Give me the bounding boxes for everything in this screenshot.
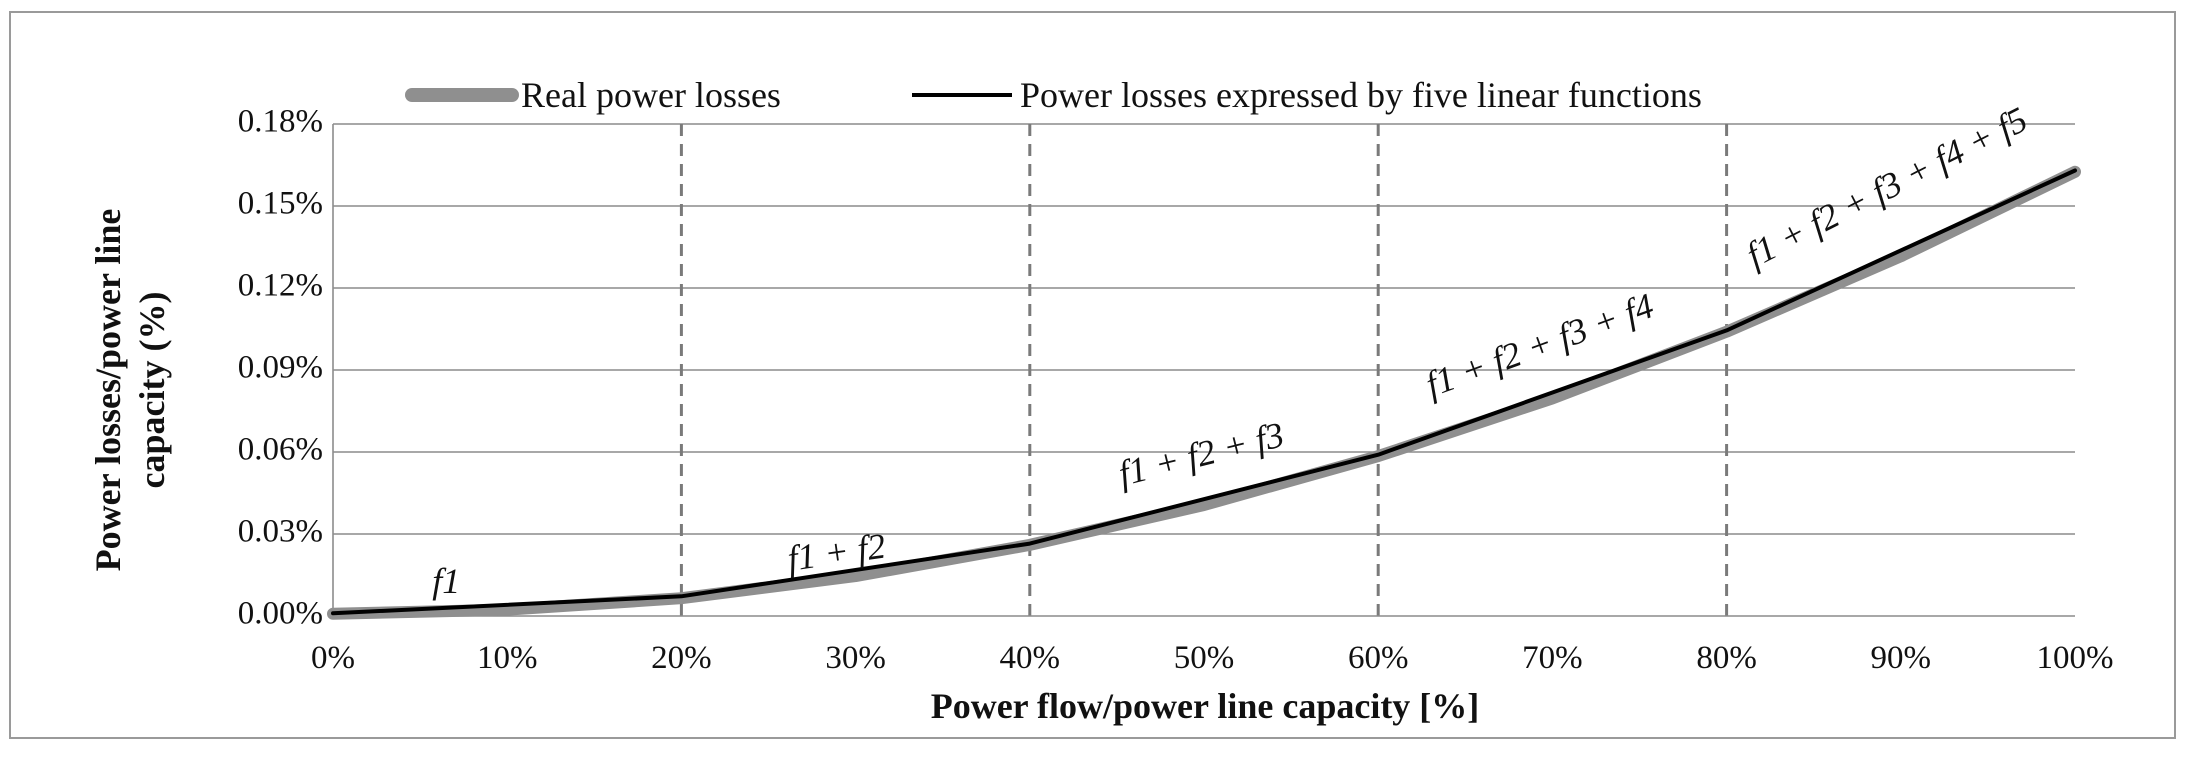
y-tick-label: 0.18% [238, 104, 323, 140]
x-tick-label: 100% [2037, 640, 2114, 676]
chart-frame [9, 11, 2176, 739]
series-lines [327, 165, 2081, 620]
x-tick-label: 20% [651, 640, 712, 676]
x-tick-label: 70% [1522, 640, 1583, 676]
x-tick-label: 40% [1000, 640, 1061, 676]
series-linear-functions [331, 168, 2077, 616]
y-tick-label: 0.09% [238, 350, 323, 386]
legend: Real power losses Power losses expressed… [405, 75, 1702, 115]
axes: 0.00% 0.03% 0.06% 0.09% 0.12% 0.15% 0.18% 0% 10%… [238, 104, 2114, 676]
y-tick-label: 0.12% [238, 268, 323, 304]
function-annotation: f1 [432, 561, 460, 601]
y-axis-label-line-1: Power losses/power line [88, 209, 128, 572]
x-tick-label: 50% [1174, 640, 1235, 676]
legend-label-real-losses: Real power losses [521, 75, 781, 115]
x-axis-label: Power flow/power line capacity [%] [931, 686, 1480, 726]
series-real-power-losses [327, 165, 2081, 620]
y-axis-label-line-2: capacity (%) [132, 292, 172, 489]
y-tick-label: 0.06% [238, 432, 323, 468]
x-tick-label: 0% [311, 640, 355, 676]
legend-label-linear-functions: Power losses expressed by five linear fu… [1020, 75, 1702, 115]
y-tick-label: 0.15% [238, 186, 323, 222]
x-tick-label: 10% [477, 640, 538, 676]
x-tick-label: 60% [1348, 640, 1409, 676]
grid-lines [333, 123, 2075, 616]
y-tick-label: 0.03% [238, 514, 323, 550]
x-tick-label: 90% [1871, 640, 1932, 676]
x-tick-label: 80% [1696, 640, 1757, 676]
y-tick-label: 0.00% [238, 596, 323, 632]
x-tick-label: 30% [825, 640, 886, 676]
